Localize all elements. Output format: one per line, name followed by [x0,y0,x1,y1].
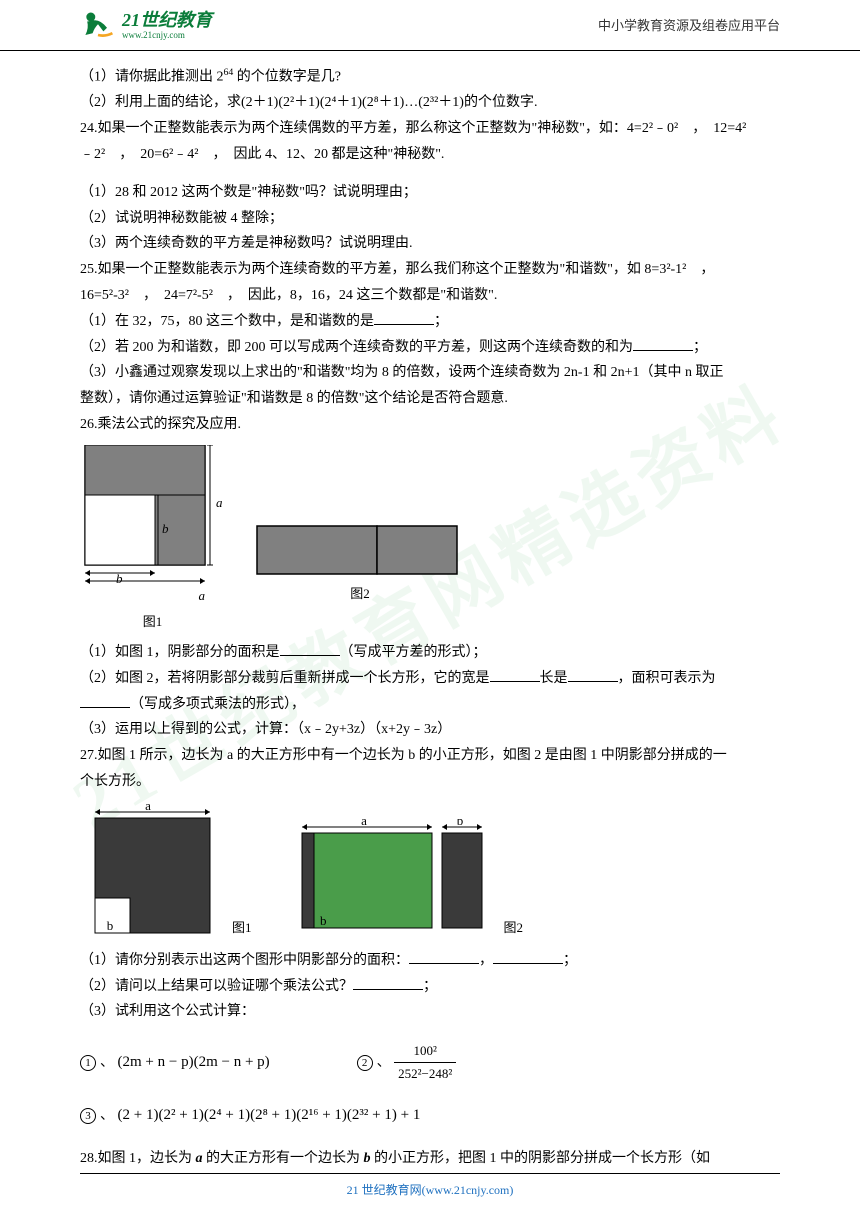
blank [490,668,540,682]
line: （2）利用上面的结论，求(2＋1)(2²＋1)(2⁴＋1)(2⁸＋1)…(2³²… [80,91,780,115]
svg-text:a: a [145,804,151,813]
svg-text:b: b [162,521,169,536]
q27-3: （3）试利用这个公式计算： [80,1000,780,1024]
logo-icon [80,8,116,44]
circle-label: 1 [80,1055,96,1071]
q26: 26.乘法公式的探究及应用. [80,413,780,437]
fraction: 100² 252²−248² [394,1040,456,1085]
svg-text:b: b [107,918,114,933]
figure-27-2: a b b 图2 [292,819,524,939]
q26-3: （3）运用以上得到的公式，计算：（x﹣2y+3z）（x+2y﹣3z） [80,718,780,742]
q24: 24.如果一个正整数能表示为两个连续偶数的平方差，那么称这个正整数为"神秘数"，… [80,117,780,141]
q26-2: （2）如图 2，若将阴影部分裁剪后重新拼成一个长方形，它的宽是长是，面积可表示为 [80,667,780,691]
circle-label: 2 [357,1055,373,1071]
q27: 27.如图 1 所示，边长为 a 的大正方形中有一个边长为 b 的小正方形，如图… [80,744,780,768]
q25: 25.如果一个正整数能表示为两个连续奇数的平方差，那么我们称这个正整数为"和谐数… [80,258,780,282]
logo-sub-text: www.21cnjy.com [122,31,212,41]
svg-text:b: b [456,819,463,828]
line: 16=5²-3² ， 24=7²-5² ， 因此，8，16，24 这三个数都是"… [80,284,780,308]
blank [280,642,340,656]
q27-1: （1）请你分别表示出这两个图形中阴影部分的面积：，； [80,949,780,973]
calc-row-2: 3、 (2 + 1)(2² + 1)(2⁴ + 1)(2⁸ + 1)(2¹⁶ +… [80,1103,780,1129]
q25-2: （2）若 200 为和谐数，即 200 可以写成两个连续奇数的平方差，则这两个连… [80,336,780,360]
page-header: 21世纪教育 www.21cnjy.com 中小学教育资源及组卷应用平台 [0,0,860,51]
fig-label: 图1 [80,611,225,633]
figure-26: a b b a 图1 图2 [80,445,780,633]
blank [80,694,130,708]
line: 整数），请你通过运算验证"和谐数是 8 的倍数"这个结论是否符合题意. [80,387,780,411]
line: 个长方形。 [80,770,780,794]
blank [568,668,618,682]
blank [409,950,479,964]
q25-3: （3）小鑫通过观察发现以上求出的"和谐数"均为 8 的倍数，设两个连续奇数为 2… [80,361,780,385]
circle-label: 3 [80,1108,96,1124]
document-body: （1）请你据此推测出 264 的个位数字是几? （2）利用上面的结论，求(2＋1… [0,65,860,1171]
q24-3: （3）两个连续奇数的平方差是神秘数吗？试说明理由. [80,232,780,256]
figure-26-1: a b b a 图1 [80,445,225,633]
line: （写成多项式乘法的形式）， [80,693,780,717]
blank [374,311,434,325]
logo: 21世纪教育 www.21cnjy.com [80,8,212,44]
svg-text:b: b [116,571,123,585]
header-right-text: 中小学教育资源及组卷应用平台 [598,15,780,37]
page-footer: 21 世纪教育网(www.21cnjy.com) [80,1173,780,1200]
svg-text:a: a [361,819,367,828]
figure-26-2: 图2 [255,524,465,605]
fig-label: 图1 [232,917,252,939]
blank [493,950,563,964]
svg-text:a: a [216,495,223,510]
calc-row-1: 1①、、 (2m + n − p)(2m − n + p) 2、 100² 25… [80,1040,780,1085]
q24-2: （2）试说明神秘数能被 4 整除； [80,207,780,231]
blank [353,976,423,990]
fig-label: 图2 [504,917,524,939]
figure-27-1: a b 图1 [80,804,252,939]
q24-1: （1）28 和 2012 这两个数是"神秘数"吗？试说明理由； [80,181,780,205]
logo-main-text: 21世纪教育 [122,11,212,31]
line: （1）请你据此推测出 264 的个位数字是几? [80,65,780,89]
figure-27: a b 图1 a b [80,804,780,939]
fig-label: 图2 [255,583,465,605]
q25-1: （1）在 32，75，80 这三个数中，是和谐数的是； [80,310,780,334]
q27-2: （2）请问以上结果可以验证哪个乘法公式？； [80,975,780,999]
line: ﹣2² ， 20=6²﹣4² ， 因此 4、12、20 都是这种"神秘数". [80,143,780,167]
q26-1: （1）如图 1，阴影部分的面积是（写成平方差的形式）； [80,641,780,665]
svg-text:b: b [320,913,327,928]
q28: 28.如图 1，边长为 a 的大正方形有一个边长为 b 的小正方形，把图 1 中… [80,1147,780,1171]
blank [633,337,693,351]
